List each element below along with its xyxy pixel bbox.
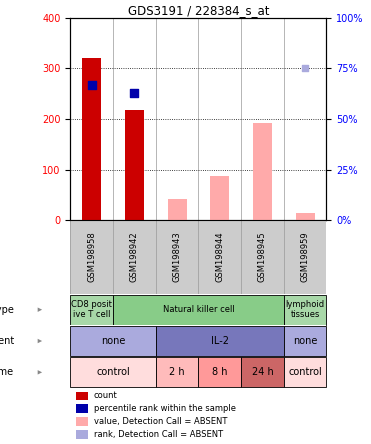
Text: GSM198958: GSM198958: [87, 231, 96, 282]
Bar: [198, 357, 241, 387]
Text: Natural killer cell: Natural killer cell: [162, 305, 234, 314]
Bar: [76, 417, 88, 426]
Text: cell type: cell type: [0, 305, 14, 315]
Bar: [125, 110, 144, 220]
Text: none: none: [101, 336, 125, 346]
Text: percentile rank within the sample: percentile rank within the sample: [93, 404, 236, 413]
Text: none: none: [293, 336, 317, 346]
Bar: [296, 213, 315, 220]
Text: rank, Detection Call = ABSENT: rank, Detection Call = ABSENT: [93, 430, 223, 439]
Bar: [284, 357, 326, 387]
Bar: [82, 58, 101, 220]
Text: control: control: [96, 367, 130, 377]
Text: lymphoid
tissues: lymphoid tissues: [286, 300, 325, 319]
Point: [131, 89, 137, 96]
Text: CD8 posit
ive T cell: CD8 posit ive T cell: [71, 300, 112, 319]
Bar: [168, 199, 187, 220]
Text: 24 h: 24 h: [252, 367, 273, 377]
Bar: [284, 326, 326, 356]
Title: GDS3191 / 228384_s_at: GDS3191 / 228384_s_at: [128, 4, 269, 16]
Text: value, Detection Call = ABSENT: value, Detection Call = ABSENT: [93, 417, 227, 426]
Text: GSM198942: GSM198942: [130, 231, 139, 282]
Text: GSM198945: GSM198945: [258, 231, 267, 282]
Text: IL-2: IL-2: [211, 336, 229, 346]
Bar: [76, 430, 88, 439]
Bar: [113, 295, 284, 325]
Bar: [70, 357, 156, 387]
Text: GSM198959: GSM198959: [301, 231, 310, 282]
Bar: [156, 326, 284, 356]
Bar: [76, 404, 88, 413]
Text: GSM198943: GSM198943: [173, 231, 182, 282]
Text: agent: agent: [0, 336, 14, 346]
Text: count: count: [93, 391, 117, 400]
Bar: [76, 392, 88, 400]
Text: 2 h: 2 h: [169, 367, 185, 377]
Point: [89, 81, 95, 88]
Text: GSM198944: GSM198944: [215, 231, 224, 282]
Text: control: control: [288, 367, 322, 377]
Bar: [70, 295, 113, 325]
Bar: [253, 123, 272, 220]
Bar: [70, 326, 156, 356]
Text: 8 h: 8 h: [212, 367, 227, 377]
Text: time: time: [0, 367, 14, 377]
Bar: [241, 357, 284, 387]
Bar: [284, 295, 326, 325]
Point: [302, 65, 308, 72]
Bar: [156, 357, 198, 387]
Bar: [210, 176, 229, 220]
